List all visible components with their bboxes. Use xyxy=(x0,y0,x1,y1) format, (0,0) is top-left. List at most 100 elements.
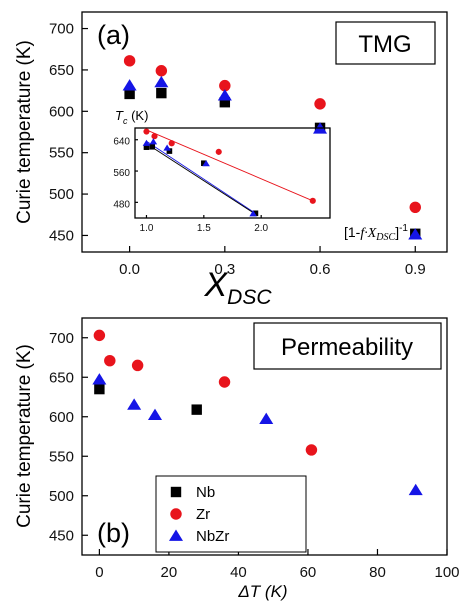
y-tick-label: 600 xyxy=(49,409,74,426)
y-tick-label: 600 xyxy=(49,103,74,120)
data-point-zr xyxy=(215,148,222,155)
inset-data-marks xyxy=(142,128,316,217)
data-point-nb xyxy=(252,210,259,217)
data-point-nb xyxy=(94,383,105,395)
y-tick-label: 480 xyxy=(113,199,130,210)
panel-b-data-marks xyxy=(92,329,423,496)
x-tick-label: 60 xyxy=(300,564,317,581)
panel-b-method-label: Permeability xyxy=(281,334,413,361)
data-point-nbzr xyxy=(408,483,423,496)
x-tick-label: 20 xyxy=(161,564,178,581)
data-point-zr xyxy=(218,376,231,388)
data-point-zr xyxy=(143,128,150,135)
panel-a-x-axis-label: XDSC xyxy=(203,266,272,309)
data-point-zr xyxy=(305,444,318,456)
panel-a-method-label: TMG xyxy=(358,31,411,58)
data-point-zr xyxy=(123,55,136,67)
y-tick-label: 550 xyxy=(49,145,74,162)
legend-marker-nb xyxy=(170,486,182,498)
y-tick-label: 560 xyxy=(113,168,130,179)
legend-marker-nbzr xyxy=(168,529,184,541)
fit-line-nbzr xyxy=(146,140,256,214)
data-point-zr xyxy=(409,201,421,214)
data-point-zr xyxy=(314,98,326,110)
data-point-nb xyxy=(166,148,173,154)
x-tick-label: 0.3 xyxy=(214,261,235,278)
panel-b-plot-frame xyxy=(81,317,448,556)
data-point-nb xyxy=(143,144,150,150)
x-tick-label: 0 xyxy=(95,564,103,581)
data-point-zr xyxy=(93,329,106,342)
y-tick-label: 450 xyxy=(49,527,74,544)
inset-x-axis-label: [1-f·XDSC]-1 xyxy=(344,223,408,243)
y-tick-label: 450 xyxy=(49,227,74,244)
panel-b-y-ticks: 450 500 550 600 650 700 xyxy=(49,330,88,544)
inset-y-ticks: 480 560 640 xyxy=(113,137,138,210)
data-point-zr xyxy=(151,133,158,140)
legend-label-nbzr: NbZr xyxy=(196,528,229,545)
panel-a-inset: 480 560 640 1.0 1.5 2.0 Tc (K) [1-f·XDSC]-1 xyxy=(113,108,408,243)
y-tick-label: 650 xyxy=(49,369,74,386)
data-point-nbzr xyxy=(408,228,423,240)
data-point-zr xyxy=(155,65,168,77)
y-tick-label: 650 xyxy=(49,62,74,79)
data-point-nbzr xyxy=(122,79,137,91)
data-point-nb xyxy=(156,87,167,99)
x-tick-label: 2.0 xyxy=(254,223,268,234)
data-point-nbzr xyxy=(202,160,210,167)
inset-plot-frame xyxy=(134,127,331,219)
panel-b-x-ticks: 0 20 40 60 80 100 xyxy=(95,549,460,581)
x-tick-label: 0.9 xyxy=(405,261,426,278)
inset-x-ticks: 1.0 1.5 2.0 xyxy=(140,215,269,234)
panel-a-y-axis-label: Curie temperature (K) xyxy=(14,40,35,224)
data-point-nbzr xyxy=(92,373,107,385)
data-point-nbzr xyxy=(259,412,274,424)
data-point-zr xyxy=(168,140,175,147)
x-tick-label: 100 xyxy=(434,564,459,581)
panel-b-method-box xyxy=(253,322,442,370)
data-point-nb xyxy=(219,97,231,108)
legend-label-nb: Nb xyxy=(196,484,215,501)
data-point-nb xyxy=(201,160,207,167)
x-tick-label: 40 xyxy=(230,564,247,581)
x-tick-label: 1.0 xyxy=(140,223,154,234)
panel-a-chart: 450 500 550 600 650 700 0.0 0.3 0.6 0.9 Curie te… xyxy=(14,11,448,309)
legend-marker-zr xyxy=(170,508,182,520)
y-tick-label: 500 xyxy=(49,186,74,203)
panel-b-chart: 450 500 550 600 650 700 0 20 40 60 80 100 Curie te… xyxy=(14,317,460,601)
data-point-nb xyxy=(191,404,202,415)
data-point-zr xyxy=(131,359,144,372)
panel-a-x-label-sub: DSC xyxy=(227,286,272,309)
y-tick-label: 550 xyxy=(49,448,74,465)
panel-b-x-axis-label: ΔT (K) xyxy=(237,582,287,601)
data-point-nbzr xyxy=(249,210,257,217)
data-point-zr xyxy=(104,354,116,367)
panel-a-plot-frame xyxy=(81,11,448,253)
inset-y-axis-label: Tc (K) xyxy=(115,108,148,126)
svg-text:XDSC: XDSC xyxy=(203,266,272,309)
x-tick-label: 80 xyxy=(369,564,386,581)
x-tick-label: 1.5 xyxy=(197,223,211,234)
data-point-zr xyxy=(309,197,316,204)
data-point-nb xyxy=(124,88,135,100)
legend-label-zr: Zr xyxy=(196,506,210,523)
panel-b-label: (b) xyxy=(97,518,130,548)
data-point-nbzr xyxy=(154,75,169,88)
data-point-nbzr xyxy=(147,408,163,421)
y-tick-label: 640 xyxy=(113,137,130,148)
panel-b-y-axis-label: Curie temperature (K) xyxy=(14,344,35,528)
data-point-nbzr xyxy=(127,398,142,410)
fit-line-nb xyxy=(146,143,256,215)
data-point-nbzr xyxy=(217,89,232,101)
y-tick-label: 700 xyxy=(49,330,74,347)
panel-a-x-label-main: X xyxy=(203,266,228,304)
panel-a-method-box xyxy=(335,21,436,65)
panel-a-label: (a) xyxy=(97,20,130,50)
data-point-nbzr xyxy=(142,139,151,146)
data-point-zr xyxy=(219,79,231,92)
x-tick-label: 0.6 xyxy=(310,261,331,278)
y-tick-label: 500 xyxy=(49,488,74,505)
